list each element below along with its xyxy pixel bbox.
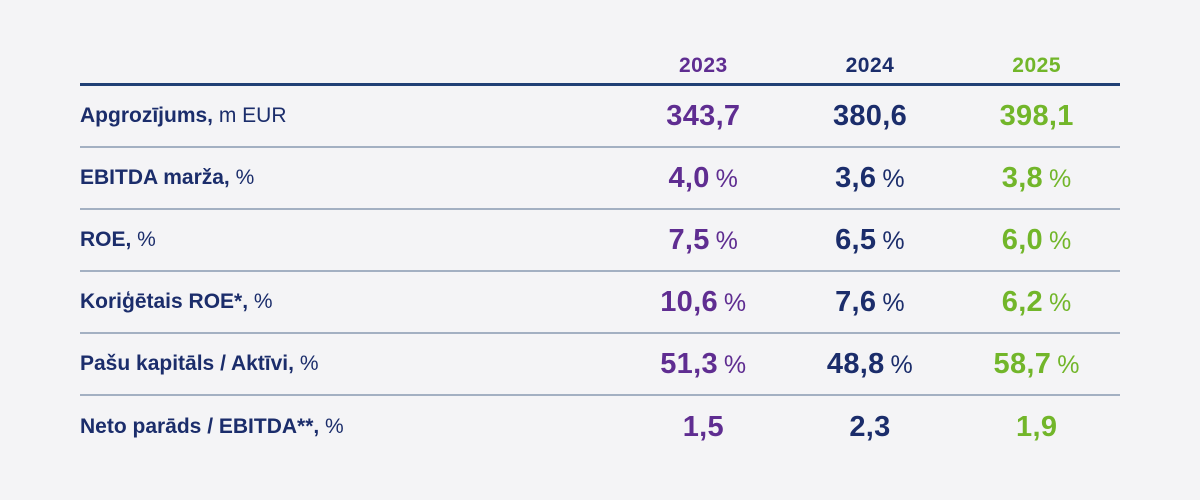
value-number: 343,7 bbox=[666, 99, 741, 132]
value-cell-2025: 6,2% bbox=[953, 286, 1120, 319]
row-label-name: ROE, bbox=[80, 228, 132, 251]
row-label: EBITDA marža, % bbox=[80, 166, 620, 190]
row-label: Neto parāds / EBITDA**, % bbox=[80, 415, 620, 439]
value-cell-2023: 51,3% bbox=[620, 348, 787, 381]
value-cell-2023: 4,0% bbox=[620, 162, 787, 195]
value-number: 6,2 bbox=[1001, 285, 1043, 318]
table-row: ROE, % 7,5% 6,5% 6,0% bbox=[80, 210, 1120, 272]
percent-sign: % bbox=[715, 226, 739, 255]
value-number: 48,8 bbox=[826, 347, 885, 380]
row-label-name: Apgrozījums, bbox=[80, 104, 214, 127]
table-row: Koriģētais ROE*, % 10,6% 7,6% 6,2% bbox=[80, 272, 1120, 334]
value-number: 4,0 bbox=[668, 161, 710, 194]
row-label: Apgrozījums, m EUR bbox=[80, 104, 620, 128]
row-label: Pašu kapitāls / Aktīvi, % bbox=[80, 352, 620, 376]
value-number: 7,5 bbox=[668, 223, 710, 256]
value-number: 58,7 bbox=[993, 347, 1052, 380]
percent-sign: % bbox=[723, 288, 747, 317]
row-label: ROE, % bbox=[80, 228, 620, 252]
row-label-name: Koriģētais ROE*, bbox=[80, 290, 249, 313]
percent-sign: % bbox=[882, 226, 905, 255]
value-cell-2025: 58,7% bbox=[953, 348, 1120, 381]
percent-sign: % bbox=[1048, 226, 1072, 255]
value-cell-2024: 2,3 bbox=[787, 411, 954, 444]
row-label-name: Pašu kapitāls / Aktīvi, bbox=[80, 352, 294, 375]
value-number: 380,6 bbox=[832, 99, 908, 132]
percent-sign: % bbox=[723, 350, 747, 379]
row-label-name: EBITDA marža, bbox=[80, 166, 230, 189]
percent-sign: % bbox=[715, 164, 739, 193]
percent-sign: % bbox=[882, 288, 905, 317]
table-row: Apgrozījums, m EUR 343,7 380,6 398,1 bbox=[80, 86, 1120, 148]
value-number: 398,1 bbox=[999, 99, 1074, 132]
percent-sign: % bbox=[1048, 288, 1072, 317]
table-row: EBITDA marža, % 4,0% 3,6% 3,8% bbox=[80, 148, 1120, 210]
value-number: 1,5 bbox=[682, 410, 724, 443]
value-number: 3,8 bbox=[1001, 161, 1043, 194]
table-header-row: 2023 2024 2025 bbox=[80, 48, 1120, 86]
row-label-name: Neto parāds / EBITDA**, bbox=[80, 415, 320, 438]
percent-sign: % bbox=[1057, 350, 1080, 379]
value-cell-2024: 3,6% bbox=[787, 162, 954, 195]
value-cell-2024: 48,8% bbox=[787, 348, 954, 381]
row-label-unit: % bbox=[229, 166, 255, 189]
financial-kpi-table: 2023 2024 2025 Apgrozījums, m EUR 343,7 38… bbox=[80, 48, 1120, 458]
percent-sign: % bbox=[1048, 164, 1072, 193]
row-label-unit: % bbox=[319, 415, 344, 438]
value-cell-2024: 6,5% bbox=[787, 224, 954, 257]
table-row: Pašu kapitāls / Aktīvi, % 51,3% 48,8% 58,7% bbox=[80, 334, 1120, 396]
value-cell-2023: 1,5 bbox=[620, 411, 787, 444]
value-number: 6,0 bbox=[1001, 223, 1043, 256]
row-label-unit: % bbox=[248, 290, 273, 313]
row-label-unit: % bbox=[293, 352, 319, 375]
percent-sign: % bbox=[882, 164, 905, 193]
value-cell-2025: 398,1 bbox=[953, 100, 1120, 133]
header-year-2025: 2025 bbox=[1012, 53, 1061, 77]
value-cell-2024: 380,6 bbox=[787, 100, 954, 133]
value-number: 7,6 bbox=[835, 285, 877, 318]
row-label-unit: % bbox=[131, 228, 156, 251]
value-cell-2023: 7,5% bbox=[620, 224, 787, 257]
header-year-2023: 2023 bbox=[678, 53, 728, 77]
value-cell-2025: 1,9 bbox=[953, 411, 1120, 444]
header-year-2024: 2024 bbox=[845, 53, 895, 77]
value-cell-2025: 3,8% bbox=[953, 162, 1120, 195]
value-cell-2025: 6,0% bbox=[953, 224, 1120, 257]
table-body: Apgrozījums, m EUR 343,7 380,6 398,1 EBITDA … bbox=[80, 86, 1120, 458]
value-cell-2023: 343,7 bbox=[620, 100, 787, 133]
value-cell-2024: 7,6% bbox=[787, 286, 954, 319]
value-number: 1,9 bbox=[1016, 410, 1058, 443]
value-number: 10,6 bbox=[660, 285, 718, 318]
value-number: 51,3 bbox=[660, 347, 718, 380]
row-label-unit: m EUR bbox=[213, 104, 287, 127]
value-number: 6,5 bbox=[835, 223, 877, 256]
value-number: 2,3 bbox=[849, 410, 891, 443]
value-cell-2023: 10,6% bbox=[620, 286, 787, 319]
row-label: Koriģētais ROE*, % bbox=[80, 290, 620, 314]
value-number: 3,6 bbox=[835, 161, 877, 194]
table-row: Neto parāds / EBITDA**, % 1,5 2,3 1,9 bbox=[80, 396, 1120, 458]
percent-sign: % bbox=[890, 350, 914, 379]
